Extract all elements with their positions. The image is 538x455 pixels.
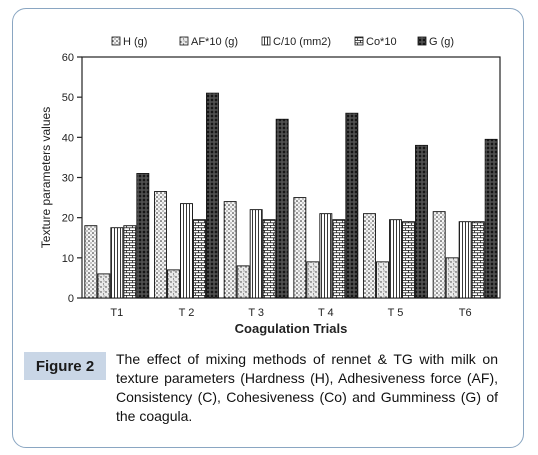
bar (136, 173, 150, 299)
bar-chart: H (g) AF*10 (g) C/10 (mm2) Co*10 G (g) 0 10 20… (39, 36, 501, 336)
bar (332, 219, 346, 299)
bar (319, 213, 333, 299)
legend-label: G (g) (429, 36, 454, 48)
y-tick-label: 20 (62, 213, 74, 225)
bar (293, 197, 307, 299)
legend-swatch (261, 36, 271, 46)
bar (84, 225, 98, 299)
y-tick-label: 30 (62, 173, 74, 185)
bar (445, 257, 459, 299)
bar (432, 211, 446, 299)
chart-legend: H (g) AF*10 (g) C/10 (mm2) Co*10 G (g) (111, 36, 454, 48)
bar (223, 201, 237, 299)
bar (458, 221, 472, 299)
bar (345, 112, 359, 299)
y-axis-label: Texture parameters values (39, 107, 53, 248)
bar (415, 144, 428, 299)
y-tick-label: 0 (68, 293, 74, 305)
y-tick-label: 40 (62, 132, 74, 144)
legend-label: Co*10 (366, 36, 397, 48)
x-tick-label: T6 (459, 307, 472, 319)
legend-label: C/10 (mm2) (273, 36, 331, 48)
x-tick-label: T 2 (179, 307, 195, 319)
bar (389, 219, 402, 299)
bar (180, 203, 193, 299)
bar (376, 261, 389, 299)
y-tick-label: 60 (62, 52, 74, 64)
bar (484, 138, 498, 299)
bar (97, 273, 111, 299)
legend-label: AF*10 (g) (191, 36, 238, 48)
x-tick-label: T1 (110, 307, 123, 319)
figure-label: Figure 2 (24, 352, 106, 380)
bar (206, 92, 219, 299)
legend-swatch (179, 36, 189, 46)
y-tick-label: 10 (62, 253, 74, 265)
bar (167, 269, 180, 299)
bar (236, 265, 250, 299)
x-tick-label: T 3 (248, 307, 264, 319)
legend-swatch (354, 36, 364, 46)
bar (306, 261, 320, 299)
legend-swatch (417, 36, 427, 46)
figure-caption: The effect of mixing methods of rennet &… (116, 351, 498, 424)
bar (402, 221, 415, 299)
bar (471, 221, 485, 299)
x-tick-label: T 5 (388, 307, 404, 319)
x-tick-label: T 4 (318, 307, 334, 319)
x-axis-label: Coagulation Trials (235, 321, 348, 336)
y-tick-label: 50 (62, 92, 74, 104)
legend-swatch (111, 36, 121, 46)
bar (110, 227, 124, 299)
bar (262, 219, 276, 299)
bar (363, 213, 376, 299)
legend-label: H (g) (123, 36, 147, 48)
bar (275, 118, 289, 299)
bar (193, 219, 206, 299)
bar (123, 225, 137, 299)
bar (249, 209, 263, 299)
bar (154, 191, 167, 299)
plot-area: 0 10 20 30 40 50 60 Texture parameters values Co… (39, 52, 501, 336)
